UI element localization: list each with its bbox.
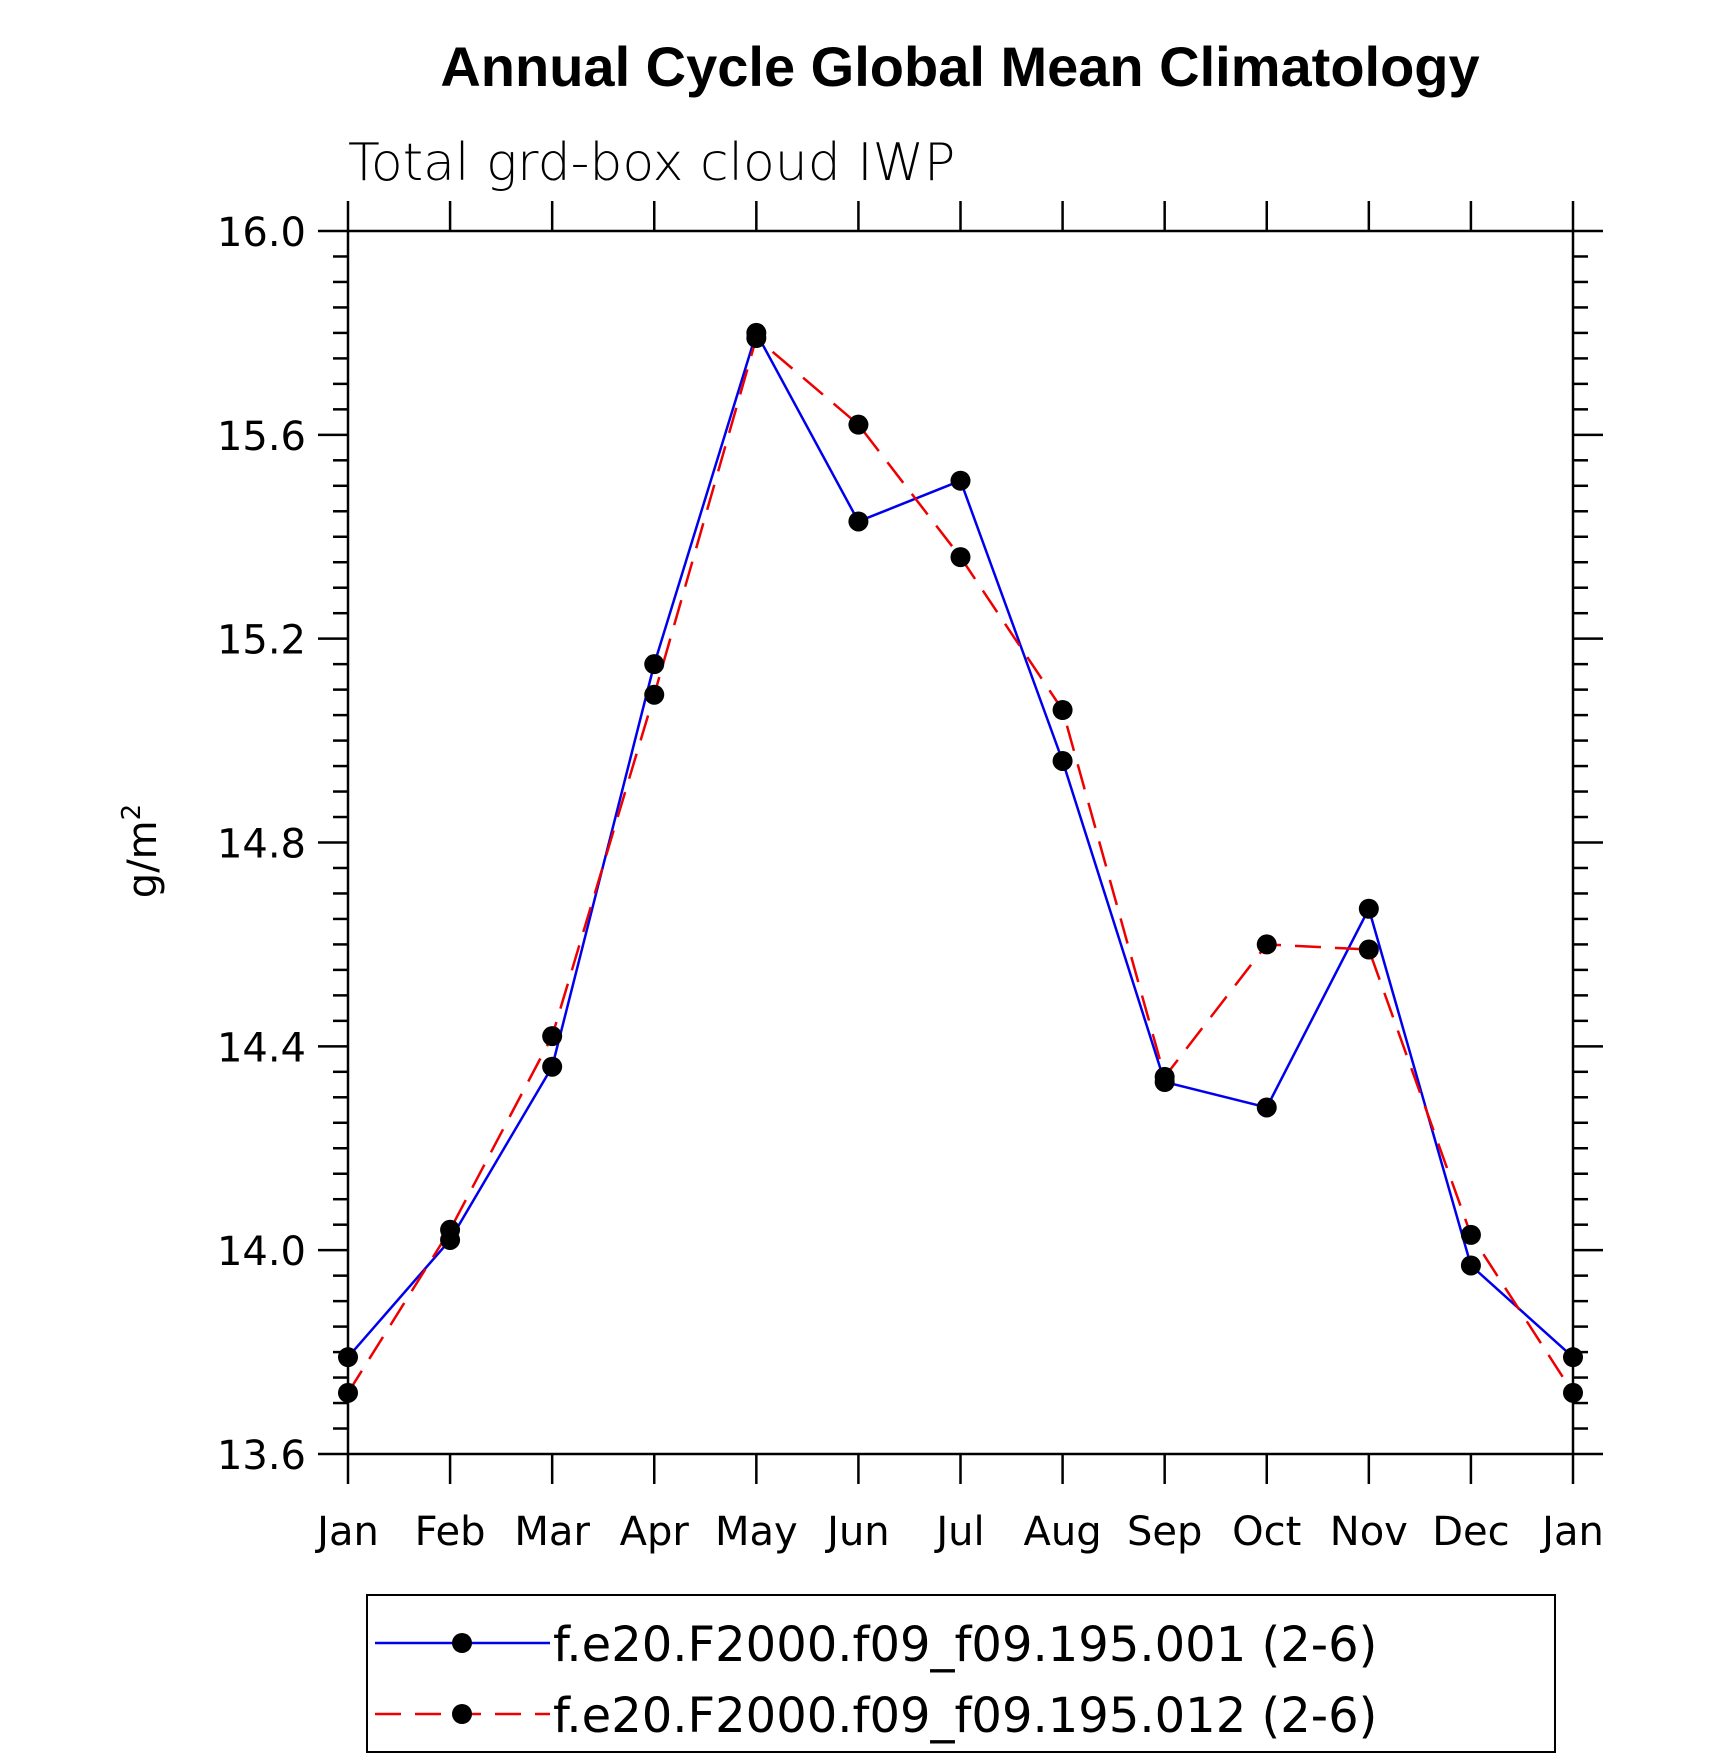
y-tick-label: 15.6 (217, 414, 306, 460)
y-axis-label-superscript: 2 (117, 804, 147, 821)
data-point-series-2 (1358, 939, 1379, 960)
data-point-series-2 (440, 1219, 461, 1240)
x-tick-label: May (715, 1509, 798, 1555)
data-point-series-1 (1052, 750, 1073, 771)
data-point-series-1 (1563, 1347, 1583, 1368)
y-tick-label: 14.4 (217, 1025, 306, 1071)
data-point-series-1 (644, 654, 665, 675)
data-point-series-1 (1460, 1255, 1481, 1276)
y-tick-labels: 13.6 14.0 14.4 14.8 15.2 15.6 16.0 (217, 210, 306, 1479)
data-point-series-1 (1256, 1097, 1277, 1118)
data-point-series-2 (338, 1382, 358, 1403)
legend: f.e20.F2000.f09_f09.195.001 (2-6) f.e20.… (366, 1594, 1556, 1753)
data-point-series-2 (1052, 700, 1073, 721)
data-point-series-1 (338, 1347, 358, 1368)
x-tick-label: Dec (1432, 1509, 1509, 1555)
data-point-series-2 (1460, 1224, 1481, 1245)
x-tick-label: Feb (415, 1509, 486, 1555)
series-lines (346, 329, 1575, 1394)
data-point-series-2 (542, 1026, 563, 1047)
data-point-series-2 (746, 328, 767, 349)
x-tick-label: Jan (1539, 1509, 1604, 1555)
x-tick-labels: Jan Feb Mar Apr May Jun Jul Aug Sep Oct Nov Dec Jan (314, 1509, 1604, 1555)
x-tick-label: Jul (933, 1509, 984, 1555)
data-point-series-2 (1256, 934, 1277, 955)
x-tick-label: Sep (1127, 1509, 1202, 1555)
data-point-series-2 (848, 414, 869, 435)
y-tick-label: 14.0 (217, 1229, 306, 1275)
series-markers (338, 322, 1583, 1403)
x-tick-label: Oct (1232, 1509, 1301, 1555)
y-tick-label: 16.0 (217, 210, 306, 256)
x-tick-label: Mar (514, 1509, 590, 1555)
plot-frame (346, 229, 1575, 1456)
y-axis-label-base: g/m (120, 820, 166, 898)
x-tick-label: Apr (620, 1509, 690, 1555)
y-axis-label: g/m2 (117, 804, 166, 898)
data-point-series-2 (644, 684, 665, 705)
y-tick-label: 14.8 (217, 822, 306, 868)
y-tick-label: 15.2 (217, 618, 306, 664)
x-tick-label: Jan (314, 1509, 379, 1555)
x-tick-label: Jun (824, 1509, 890, 1555)
series-line-2 (346, 335, 1575, 1394)
legend-marker-series-1 (452, 1633, 472, 1653)
data-point-series-1 (542, 1056, 563, 1077)
legend-label-series-1: f.e20.F2000.f09_f09.195.001 (2-6) (553, 1617, 1377, 1673)
data-point-series-1 (1358, 898, 1379, 919)
chart-title: Annual Cycle Global Mean Climatology (440, 35, 1479, 98)
data-point-series-2 (1563, 1382, 1583, 1403)
data-point-series-1 (950, 470, 971, 491)
data-point-series-1 (848, 511, 869, 532)
data-point-series-2 (1154, 1066, 1175, 1087)
legend-marker-series-2 (452, 1704, 472, 1724)
axis-ticks (318, 201, 1603, 1484)
legend-box (366, 1594, 1556, 1753)
data-point-series-2 (950, 547, 971, 568)
x-tick-label: Aug (1024, 1509, 1102, 1555)
chart-subtitle: Total grd-box cloud IWP (348, 133, 955, 193)
legend-label-series-2: f.e20.F2000.f09_f09.195.012 (2-6) (553, 1688, 1377, 1744)
x-tick-label: Nov (1330, 1509, 1408, 1555)
y-tick-label: 13.6 (217, 1433, 306, 1479)
